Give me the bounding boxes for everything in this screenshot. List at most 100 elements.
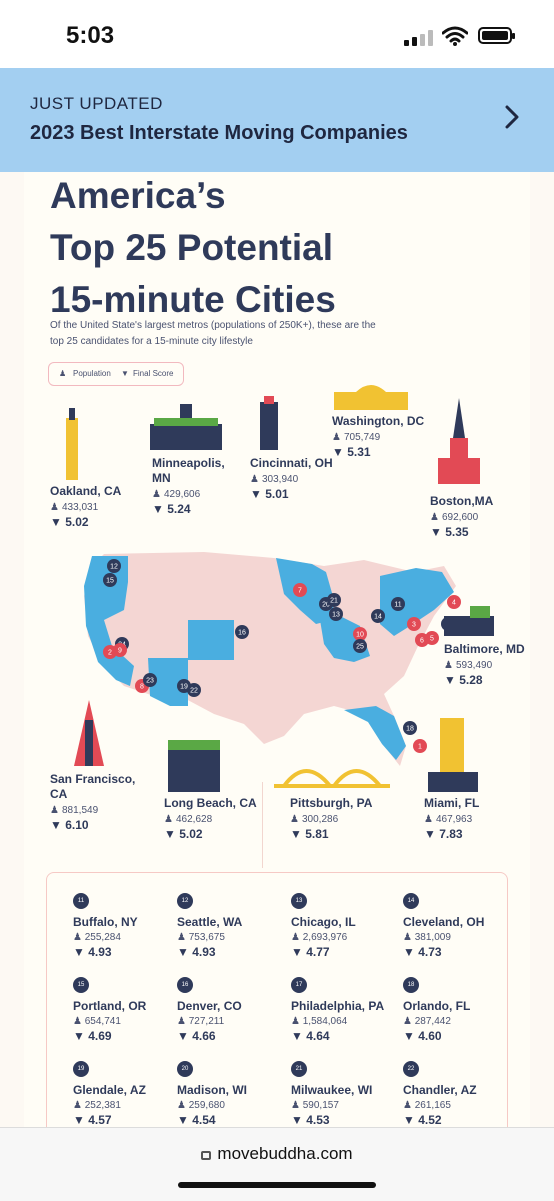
population-icon: ♟ bbox=[444, 660, 453, 671]
city-score: 4.54 bbox=[192, 1113, 216, 1127]
city-name: Cleveland, OH bbox=[403, 915, 485, 929]
population-icon: ♟ bbox=[50, 805, 59, 816]
city-oakland: Oakland, CA ♟ 433,031 ▼ 5.02 bbox=[50, 484, 150, 529]
rank-badge: 20 bbox=[177, 1061, 193, 1077]
url-text[interactable]: movebuddha.com bbox=[217, 1144, 353, 1163]
pittsburgh-bridge-illustration bbox=[274, 769, 390, 788]
oakland-tower-illustration bbox=[66, 408, 78, 480]
trophy-icon: ▼ bbox=[424, 827, 436, 841]
city-name: Minneapolis, MN bbox=[152, 456, 225, 485]
legend: ♟ Population ▼ Final Score bbox=[48, 362, 184, 386]
trophy-icon: ▼ bbox=[177, 1029, 189, 1043]
rank-badge: 21 bbox=[291, 1061, 307, 1077]
map-marker-18 bbox=[403, 721, 417, 735]
divider bbox=[262, 782, 263, 868]
map-marker-label: 8 bbox=[140, 684, 144, 691]
chevron-right-icon[interactable] bbox=[504, 104, 520, 130]
city-name: Milwaukee, WI bbox=[291, 1083, 373, 1097]
population-icon: ♟ bbox=[424, 814, 433, 825]
promo-banner[interactable]: JUST UPDATED 2023 Best Interstate Moving… bbox=[0, 68, 554, 172]
population-icon: ♟ bbox=[177, 1016, 186, 1027]
rank-card: 11 Buffalo, NY ♟ 255,284 ▼ 4.93 bbox=[73, 893, 138, 959]
city-population: 692,600 bbox=[442, 512, 479, 523]
city-score: 5.01 bbox=[265, 487, 289, 501]
home-indicator[interactable] bbox=[178, 1182, 376, 1188]
wifi-icon bbox=[442, 26, 468, 46]
city-population: 429,606 bbox=[164, 489, 201, 500]
rank-badge: 11 bbox=[73, 893, 89, 909]
long-beach-hotel-illustration bbox=[168, 740, 220, 792]
city-score: 5.35 bbox=[445, 525, 469, 539]
city-baltimore: Baltimore, MD ♟ 593,490 ▼ 5.28 bbox=[444, 642, 528, 687]
clock: 5:03 bbox=[66, 22, 115, 49]
trophy-icon: ▼ bbox=[290, 827, 302, 841]
population-icon: ♟ bbox=[73, 1100, 82, 1111]
city-score: 4.64 bbox=[306, 1029, 330, 1043]
us-map: 1215242982319221672021131025141136517418… bbox=[84, 552, 461, 766]
city-name: Philadelphia, PA bbox=[291, 999, 385, 1013]
map-marker-label: 16 bbox=[238, 630, 246, 637]
rank-card: 19 Glendale, AZ ♟ 252,381 ▼ 4.57 bbox=[73, 1061, 146, 1127]
city-population: 300,286 bbox=[302, 814, 339, 825]
trophy-icon: ▼ bbox=[177, 945, 189, 959]
city-name: Miami, FL bbox=[424, 796, 480, 810]
city-score: 5.31 bbox=[347, 445, 371, 459]
map-marker-9 bbox=[113, 643, 127, 657]
city-name: Washington, DC bbox=[332, 414, 425, 428]
city-washington: Washington, DC ♟ 705,749 ▼ 5.31 bbox=[332, 414, 442, 459]
map-marker-16 bbox=[235, 625, 249, 639]
trophy-icon: ▼ bbox=[444, 673, 456, 687]
map-marker-1 bbox=[413, 739, 427, 753]
map-marker-label: 1 bbox=[418, 744, 422, 751]
city-population: 255,284 bbox=[84, 932, 121, 943]
trophy-icon: ▼ bbox=[291, 1113, 303, 1127]
miami-tower-illustration bbox=[428, 718, 478, 792]
population-icon: ♟ bbox=[332, 432, 341, 443]
map-markers: 1215242982319221672021131025141136517418… bbox=[103, 559, 461, 753]
city-population: 287,442 bbox=[414, 1016, 451, 1027]
rank-badge: 19 bbox=[73, 1061, 89, 1077]
city-population: 753,675 bbox=[188, 932, 225, 943]
banner-title[interactable]: 2023 Best Interstate Moving Companies bbox=[30, 122, 408, 144]
population-icon: ♟ bbox=[403, 1016, 412, 1027]
population-icon: ♟ bbox=[73, 932, 82, 943]
population-icon: ♟ bbox=[290, 814, 299, 825]
city-population: 881,549 bbox=[62, 805, 99, 816]
city-population: 1,584,064 bbox=[302, 1016, 348, 1027]
rank-badge: 14 bbox=[403, 893, 419, 909]
city-cincinnati: Cincinnati, OH ♟ 303,940 ▼ 5.01 bbox=[250, 456, 334, 501]
trophy-icon: ▼ bbox=[403, 945, 415, 959]
trophy-icon: ▼ bbox=[177, 1113, 189, 1127]
state-arizona bbox=[148, 658, 188, 706]
cincinnati-tower-illustration bbox=[260, 396, 278, 450]
city-population: 467,963 bbox=[436, 814, 473, 825]
map-marker-label: 21 bbox=[330, 598, 338, 605]
city-name: Boston,MA bbox=[430, 494, 494, 508]
map-marker-label: 19 bbox=[180, 684, 188, 691]
infographic-subtitle: Of the United State's largest metros (po… bbox=[50, 320, 376, 347]
population-icon: ♟ bbox=[177, 932, 186, 943]
city-name: Denver, CO bbox=[177, 999, 242, 1013]
population-icon: ♟ bbox=[291, 932, 300, 943]
rank-badge: 12 bbox=[177, 893, 193, 909]
city-population: 303,940 bbox=[262, 474, 299, 485]
title-line-1: America’s bbox=[50, 175, 226, 216]
city-name: San Francisco, CA bbox=[50, 772, 136, 801]
banner-kicker: JUST UPDATED bbox=[30, 94, 163, 113]
lock-icon bbox=[201, 1151, 212, 1160]
rank-card: 15 Portland, OR ♟ 654,741 ▼ 4.69 bbox=[73, 977, 146, 1043]
map-marker-label: 10 bbox=[356, 632, 364, 639]
rank-card: 14 Cleveland, OH ♟ 381,009 ▼ 4.73 bbox=[403, 893, 484, 959]
city-score: 4.93 bbox=[88, 945, 112, 959]
population-icon: ♟ bbox=[59, 369, 67, 378]
map-marker-label: 13 bbox=[332, 612, 340, 619]
rank-card: 21 Milwaukee, WI ♟ 590,157 ▼ 4.53 bbox=[291, 1061, 372, 1127]
safari-address-bar[interactable]: movebuddha.com bbox=[0, 1127, 554, 1201]
map-marker-label: 11 bbox=[394, 602, 401, 609]
rank-grid: 11 Buffalo, NY ♟ 255,284 ▼ 4.93 12 Seatt… bbox=[46, 872, 508, 1127]
status-bar: 5:03 bbox=[0, 0, 554, 68]
city-san-francisco: San Francisco, CA ♟ 881,549 ▼ 6.10 bbox=[50, 772, 150, 832]
city-population: 593,490 bbox=[456, 660, 493, 671]
trophy-icon: ▼ bbox=[430, 525, 442, 539]
map-marker-11 bbox=[391, 597, 405, 611]
